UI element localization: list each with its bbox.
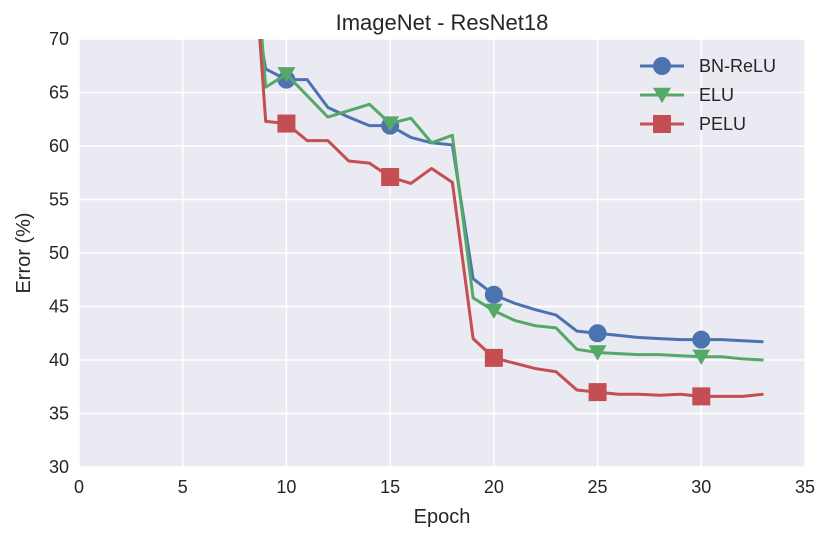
legend-marker-pelu xyxy=(653,115,671,133)
y-tick-label: 30 xyxy=(49,457,69,477)
y-axis-ticks: 30 35 40 45 50 55 60 65 70 xyxy=(49,29,69,477)
series-elu xyxy=(260,39,764,365)
x-tick-label: 15 xyxy=(380,477,400,497)
y-tick-label: 70 xyxy=(49,29,69,49)
x-tick-label: 0 xyxy=(74,477,84,497)
data-point-elu xyxy=(484,303,503,319)
legend: BN-ReLU ELU PELU xyxy=(640,56,776,134)
series-pelu xyxy=(258,39,764,406)
x-tick-label: 10 xyxy=(276,477,296,497)
data-point-pelu xyxy=(484,348,503,367)
series-line-pelu xyxy=(258,39,764,398)
data-point-bn-relu xyxy=(692,330,711,349)
x-tick-label: 25 xyxy=(588,477,608,497)
x-axis-ticks: 0 5 10 15 20 25 30 35 xyxy=(74,477,815,497)
legend-label-elu: ELU xyxy=(699,85,734,105)
legend-item-bn-relu: BN-ReLU xyxy=(640,56,776,76)
y-tick-label: 65 xyxy=(49,83,69,103)
chart-title: ImageNet - ResNet18 xyxy=(336,10,549,35)
legend-item-elu: ELU xyxy=(640,85,734,105)
series-line-elu xyxy=(260,39,764,362)
data-point-pelu xyxy=(588,383,607,402)
data-point-bn-relu xyxy=(484,285,503,304)
data-point-elu xyxy=(588,345,607,361)
y-tick-label: 45 xyxy=(49,297,69,317)
series-line-bn-relu xyxy=(258,39,764,344)
data-point-elu xyxy=(277,67,296,83)
series-layer xyxy=(258,39,764,406)
y-tick-label: 55 xyxy=(49,190,69,210)
legend-marker-bn-relu xyxy=(653,57,671,75)
x-tick-label: 20 xyxy=(484,477,504,497)
data-point-pelu xyxy=(277,114,296,133)
legend-marker-elu xyxy=(653,87,671,104)
grid xyxy=(78,38,806,468)
legend-item-pelu: PELU xyxy=(640,114,746,134)
data-point-bn-relu xyxy=(588,324,607,343)
legend-label-pelu: PELU xyxy=(699,114,746,134)
x-axis-label: Epoch xyxy=(414,506,471,528)
y-axis-label: Error (%) xyxy=(13,212,35,293)
data-point-elu xyxy=(381,116,400,132)
y-tick-label: 40 xyxy=(49,350,69,370)
legend-label-bn-relu: BN-ReLU xyxy=(699,56,776,76)
x-tick-label: 30 xyxy=(691,477,711,497)
y-tick-label: 35 xyxy=(49,404,69,424)
data-point-elu xyxy=(692,349,711,365)
data-point-pelu xyxy=(381,168,400,187)
y-tick-label: 60 xyxy=(49,136,69,156)
x-tick-label: 5 xyxy=(178,477,188,497)
data-point-pelu xyxy=(692,387,711,406)
y-tick-label: 50 xyxy=(49,243,69,263)
x-tick-label: 35 xyxy=(795,477,815,497)
